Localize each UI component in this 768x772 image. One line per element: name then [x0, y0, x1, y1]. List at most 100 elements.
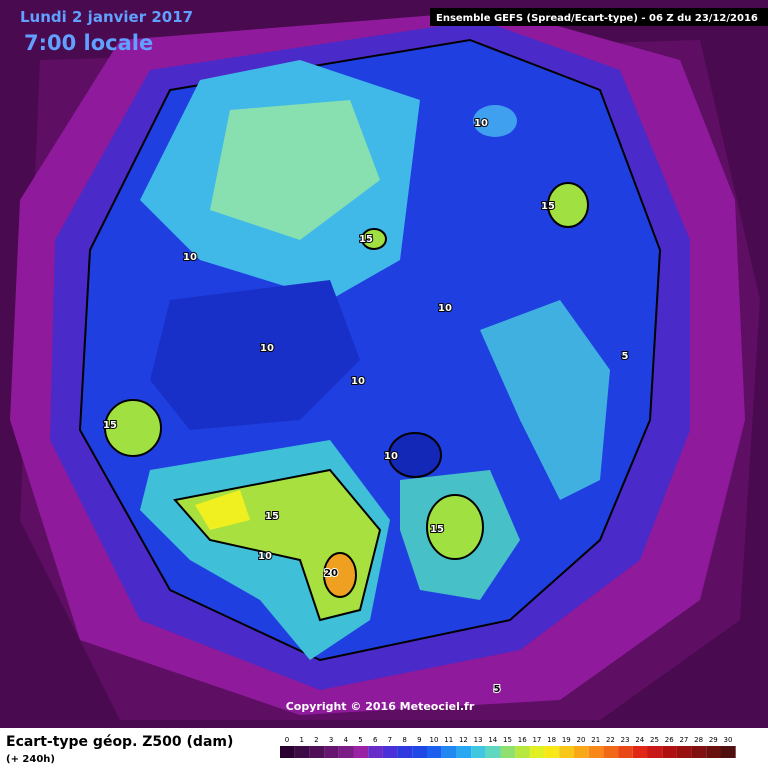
contour-label: 10	[438, 303, 452, 314]
date: Lundi 2 janvier 2017	[20, 8, 193, 26]
colorbar-label: 1	[299, 736, 303, 744]
colorbar-swatch	[500, 746, 516, 758]
colorbar-label: 14	[488, 736, 497, 744]
spread-11	[473, 105, 517, 137]
spread-13	[210, 100, 380, 240]
spread-9	[150, 280, 360, 430]
colorbar-swatch	[456, 746, 472, 758]
spread-12b	[480, 300, 610, 500]
colorbar-label: 21	[591, 736, 600, 744]
colorbar-swatch	[603, 746, 619, 758]
colorbar: 0 1 2 3 4 5 6 7 8 9 10 11 12 13 14 15 16 17 18 19 20 21 22 23 24…	[280, 736, 736, 758]
colorbar-label: 28	[694, 736, 703, 744]
colorbar-swatch	[721, 746, 736, 758]
colorbar-label: 4	[344, 736, 349, 744]
colorbar-swatch	[368, 746, 383, 758]
colorbar-swatch	[353, 746, 369, 758]
colorbar-label: 9	[417, 736, 421, 744]
contour-label: 10	[260, 343, 274, 354]
spread-20	[323, 552, 357, 598]
run-info: Ensemble GEFS (Spread/Ecart-type) - 06 Z…	[436, 13, 758, 24]
colorbar-swatch	[574, 746, 589, 758]
colorbar-label: 17	[532, 736, 541, 744]
contour-label: 15	[541, 201, 555, 212]
colorbar-swatch	[309, 746, 325, 758]
colorbar-label: 23	[621, 736, 630, 744]
legend-subtitle: (+ 240h)	[6, 754, 55, 765]
colorbar-label: 25	[650, 736, 659, 744]
colorbar-label: 7	[388, 736, 392, 744]
colorbar-swatch	[515, 746, 530, 758]
colorbar-label: 24	[635, 736, 644, 744]
contour-label: 15	[265, 511, 279, 522]
colorbar-swatch	[647, 746, 663, 758]
colorbar-label: 30	[724, 736, 733, 744]
contour-label: 5	[622, 351, 629, 362]
contour-label: 10	[351, 376, 365, 387]
legend-title: Ecart-type géop. Z500 (dam)	[6, 734, 233, 750]
colorbar-label: 16	[518, 736, 527, 744]
colorbar-label: 0	[285, 736, 289, 744]
colorbar-label: 6	[373, 736, 378, 744]
colorbar-swatch	[324, 746, 339, 758]
contour-label: 20	[324, 568, 338, 579]
colorbar-label: 27	[679, 736, 688, 744]
time: 7:00 locale	[24, 31, 153, 55]
spread-17	[195, 490, 250, 530]
header-box	[430, 8, 768, 26]
colorbar-label: 20	[577, 736, 586, 744]
contour-label: 5	[494, 684, 501, 695]
colorbar-label: 19	[562, 736, 571, 744]
contour-label: 10	[258, 551, 272, 562]
spread-15c	[104, 399, 162, 457]
colorbar-swatch	[441, 746, 457, 758]
colorbar-label: 26	[665, 736, 674, 744]
spread-10b	[388, 432, 442, 478]
colorbar-swatch	[294, 746, 310, 758]
colorbar-swatch	[471, 746, 486, 758]
colorbar-swatch	[676, 746, 692, 758]
outer-ring	[0, 0, 768, 728]
contour-label: 10	[183, 252, 197, 263]
contour-label: 15	[359, 234, 373, 245]
colorbar-swatch	[529, 746, 545, 758]
colorbar-swatch	[662, 746, 677, 758]
colorbar-swatch	[382, 746, 398, 758]
colorbar-label: 15	[503, 736, 512, 744]
colorbar-label: 5	[358, 736, 362, 744]
colorbar-label: 18	[547, 736, 556, 744]
colorbar-swatch	[706, 746, 721, 758]
colorbar-swatch	[485, 746, 501, 758]
contour-label: 10	[384, 451, 398, 462]
colorbar-swatch	[691, 746, 707, 758]
copyright: Copyright © 2016 Meteociel.fr	[286, 700, 475, 713]
colorbar-swatch	[559, 746, 574, 758]
colorbar-swatch	[338, 746, 354, 758]
colorbar-swatch	[588, 746, 604, 758]
spread-15e	[361, 228, 387, 250]
colorbar-label: 8	[402, 736, 406, 744]
colorbar-label: 12	[459, 736, 468, 744]
colorbar-swatch	[544, 746, 560, 758]
colorbar-label: 10	[430, 736, 439, 744]
colorbar-swatch	[412, 746, 427, 758]
colorbar-swatch	[632, 746, 648, 758]
colorbar-label: 13	[474, 736, 483, 744]
spread-15d	[547, 182, 589, 228]
colorbar-swatch	[618, 746, 633, 758]
colorbar-label: 22	[606, 736, 615, 744]
colorbar-label: 2	[314, 736, 318, 744]
spread-15b	[426, 494, 484, 560]
contour-label: 10	[474, 118, 488, 129]
colorbar-swatch	[280, 746, 295, 758]
colorbar-label: 3	[329, 736, 333, 744]
colorbar-swatch	[397, 746, 413, 758]
contour-label: 15	[103, 420, 117, 431]
colorbar-swatch	[427, 746, 442, 758]
colorbar-label: 11	[444, 736, 453, 744]
contour-label: 15	[430, 524, 444, 535]
colorbar-label: 29	[709, 736, 718, 744]
contour-labels: 10 15 15 10 10 10 5 10 15 10 15 15 10 20 5	[102, 117, 629, 696]
